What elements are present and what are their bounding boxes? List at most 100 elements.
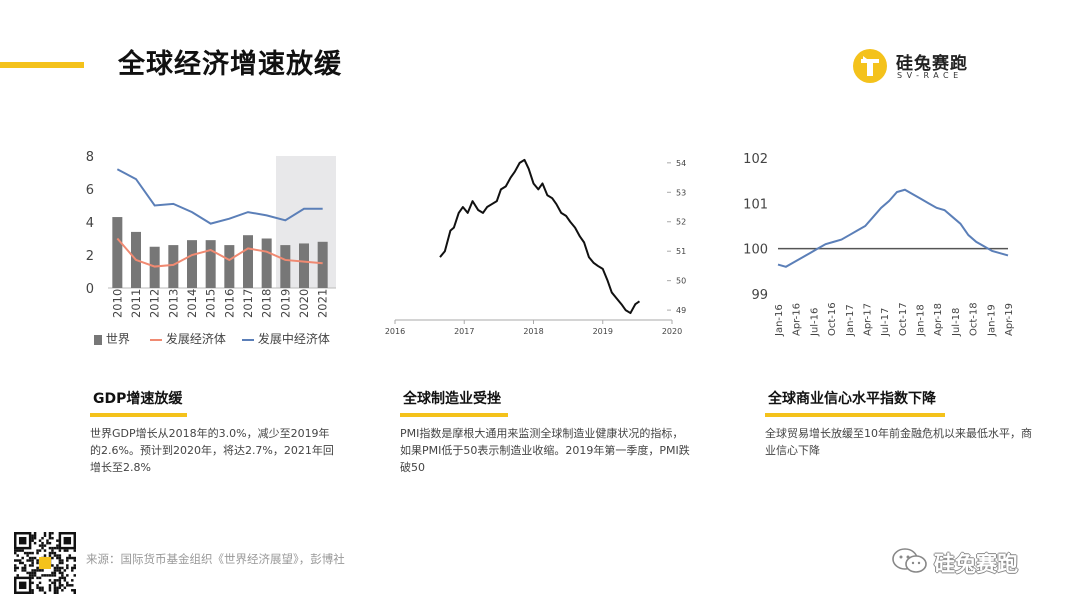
qr-module xyxy=(51,549,54,552)
qr-module xyxy=(38,569,42,572)
qr-module xyxy=(18,549,22,552)
qr-module xyxy=(56,539,59,542)
qr-module xyxy=(63,576,67,580)
qr-module xyxy=(28,559,32,562)
qr-module xyxy=(63,586,67,590)
qr-module xyxy=(68,584,72,587)
x-tick-label: Jul-17 xyxy=(880,308,891,337)
qr-module xyxy=(51,564,54,567)
qr-finder-core xyxy=(18,581,27,590)
qr-module xyxy=(56,544,59,547)
qr-finder-core xyxy=(18,536,27,545)
qr-module xyxy=(58,559,62,562)
qr-module xyxy=(48,551,52,555)
x-tick-label: 2013 xyxy=(166,289,180,318)
qr-module xyxy=(58,554,62,557)
x-tick-label: Oct-18 xyxy=(969,302,980,336)
wechat-watermark: 硅兔赛跑 xyxy=(890,544,1060,578)
x-tick-label: Jan-19 xyxy=(986,304,997,337)
business-confidence-chart: 102 101 100 99 Jan-16 Apr-16 Jul-16 Oct-16 Jan-1… xyxy=(743,152,1015,337)
qr-module xyxy=(16,554,19,557)
qr-module xyxy=(53,591,57,594)
qr-module xyxy=(31,551,34,555)
qr-module xyxy=(31,576,34,580)
bar-world-2013 xyxy=(168,245,179,288)
card-title-confidence: 全球商业信心水平指数下降 xyxy=(768,391,936,407)
qr-module xyxy=(73,549,76,552)
qr-module xyxy=(51,571,54,575)
qr-module xyxy=(58,571,62,575)
qr-module xyxy=(56,564,59,567)
qr-module xyxy=(38,544,42,547)
bar-world-2020 xyxy=(299,243,309,288)
qr-module xyxy=(16,559,19,562)
y-tick-label: 6 xyxy=(86,183,94,198)
qr-module xyxy=(31,536,34,540)
qr-module xyxy=(48,532,52,535)
x-tick-label: Oct-16 xyxy=(827,302,838,336)
x-tick-label: Apr-19 xyxy=(1004,303,1015,336)
x-tick-label: 2018 xyxy=(523,327,543,336)
pmi-chart: 2016 2017 2018 2019 2020 54 53 52 51 50 49 xyxy=(385,159,686,336)
legend-item-developing: 发展中经济体 xyxy=(242,330,330,347)
x-tick-label: 2020 xyxy=(297,289,311,318)
qr-module xyxy=(31,564,34,567)
qr-module xyxy=(56,569,59,572)
y-tick-label: 100 xyxy=(743,243,768,258)
x-tick-label: Jan-16 xyxy=(774,304,785,337)
line-developing xyxy=(116,168,323,225)
qr-module xyxy=(56,546,59,550)
qr-module xyxy=(21,549,24,552)
y-tick-label: 51 xyxy=(676,247,686,256)
title-accent-bar xyxy=(0,62,84,68)
qr-module xyxy=(56,589,59,592)
qr-module xyxy=(36,584,39,587)
y-tick-label: 50 xyxy=(676,277,686,286)
qr-module xyxy=(71,589,74,592)
qr-module xyxy=(14,551,17,555)
legend-swatch-bar xyxy=(94,334,102,345)
qr-module xyxy=(73,559,76,562)
qr-module xyxy=(63,569,67,572)
qr-module xyxy=(48,536,52,540)
qr-module xyxy=(56,586,59,590)
qr-module xyxy=(21,556,24,560)
y-tick-label: 0 xyxy=(86,282,94,297)
y-tick-label: 2 xyxy=(86,249,94,264)
qr-module xyxy=(36,566,39,570)
qr-module xyxy=(31,534,34,537)
x-tick-label: 2021 xyxy=(316,289,330,318)
qr-module xyxy=(36,551,39,555)
qr-module xyxy=(48,546,52,550)
qr-module xyxy=(51,551,54,555)
qr-module xyxy=(31,559,34,562)
source-note: 来源：国际货币基金组织《世界经济展望》，彭博社 xyxy=(86,552,345,566)
qr-module xyxy=(58,579,62,582)
qr-module xyxy=(61,589,64,592)
qr-module xyxy=(73,564,76,567)
qr-module xyxy=(51,536,54,540)
qr-module xyxy=(66,556,69,560)
qr-code-icon xyxy=(14,532,76,594)
x-tick-label: Jul-16 xyxy=(809,308,820,337)
card-underline-confidence xyxy=(765,413,945,417)
qr-module xyxy=(31,591,34,594)
qr-module xyxy=(46,574,49,577)
qr-module xyxy=(66,549,69,552)
qr-module xyxy=(31,571,34,575)
qr-module xyxy=(53,551,57,555)
qr-module xyxy=(61,576,64,580)
qr-module xyxy=(66,564,69,567)
qr-module xyxy=(66,574,69,577)
qr-module xyxy=(14,549,17,552)
qr-module xyxy=(53,574,57,577)
qr-module xyxy=(26,551,29,555)
qr-module xyxy=(53,546,57,550)
qr-module xyxy=(43,532,47,535)
qr-module xyxy=(26,571,29,575)
qr-module xyxy=(61,561,64,565)
qr-module xyxy=(43,574,47,577)
qr-module xyxy=(41,574,44,577)
qr-module xyxy=(23,566,27,570)
qr-module xyxy=(53,579,57,582)
